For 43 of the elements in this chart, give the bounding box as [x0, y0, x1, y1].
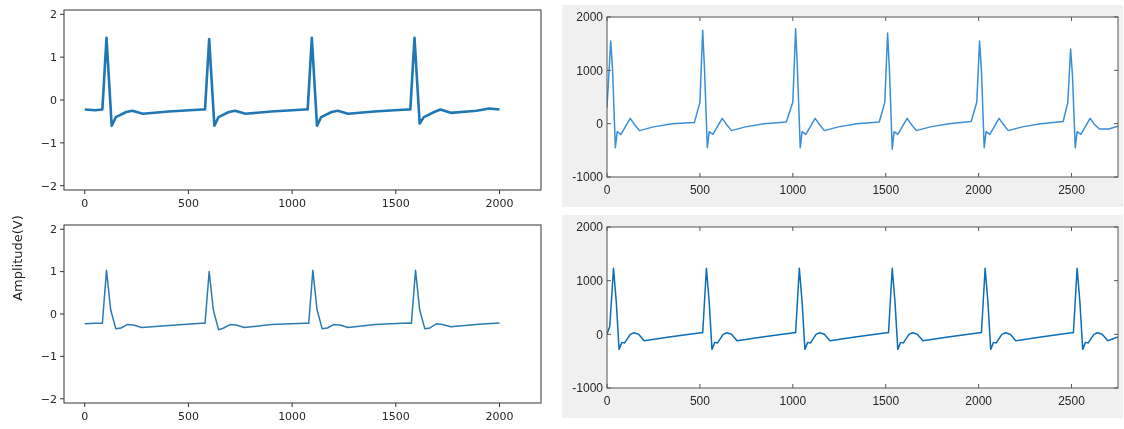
- y-tick-label: 0: [596, 116, 604, 131]
- y-tick-label: 1: [50, 50, 57, 64]
- x-tick-label: 500: [177, 197, 199, 210]
- x-tick-label: 1000: [779, 394, 807, 408]
- x-tick-label: 500: [689, 183, 711, 197]
- x-tick-label: 1500: [381, 197, 410, 210]
- x-tick-label: 2000: [485, 410, 514, 423]
- y-tick-label: 2000: [576, 220, 604, 235]
- x-tick-label: 1500: [381, 410, 410, 423]
- line-series: [607, 27, 1118, 151]
- x-tick-label: 2000: [965, 394, 993, 408]
- x-tick-label: 1000: [278, 410, 307, 423]
- y-tick-label: -1000: [572, 170, 604, 185]
- y-tick-label: 1000: [576, 63, 604, 78]
- x-tick-label: 1000: [278, 197, 307, 210]
- x-tick-label: 500: [177, 410, 199, 423]
- x-tick-label: 2000: [965, 183, 993, 197]
- y-tick-label: −2: [40, 179, 57, 193]
- line-series: [83, 36, 501, 128]
- x-tick-label: 500: [689, 394, 711, 408]
- y-tick-label: 0: [50, 307, 57, 321]
- x-tick-label: 1500: [872, 394, 900, 408]
- line-series: [83, 269, 501, 331]
- x-tick-label: 1500: [872, 183, 900, 197]
- x-tick-label: 0: [81, 410, 89, 423]
- y-axis-title: Amplitude(V): [10, 215, 25, 301]
- y-tick-label: 2000: [576, 10, 604, 25]
- y-tick-label: −2: [40, 392, 57, 406]
- line-series: [607, 267, 1118, 351]
- x-tick-label: 2500: [1058, 394, 1086, 408]
- x-tick-label: 0: [81, 197, 89, 210]
- y-tick-label: -1000: [572, 381, 604, 396]
- x-tick-label: 1000: [779, 183, 807, 197]
- x-tick-label: 2000: [485, 197, 514, 210]
- y-tick-label: 1: [50, 265, 57, 279]
- y-tick-label: 0: [50, 93, 57, 107]
- y-tick-label: 2: [50, 8, 57, 22]
- y-tick-label: 2: [50, 223, 57, 237]
- y-tick-label: 0: [596, 327, 604, 342]
- y-tick-label: 1000: [576, 273, 604, 288]
- x-tick-label: 2500: [1058, 183, 1086, 197]
- y-tick-label: −1: [40, 136, 57, 150]
- y-tick-label: −1: [40, 350, 57, 364]
